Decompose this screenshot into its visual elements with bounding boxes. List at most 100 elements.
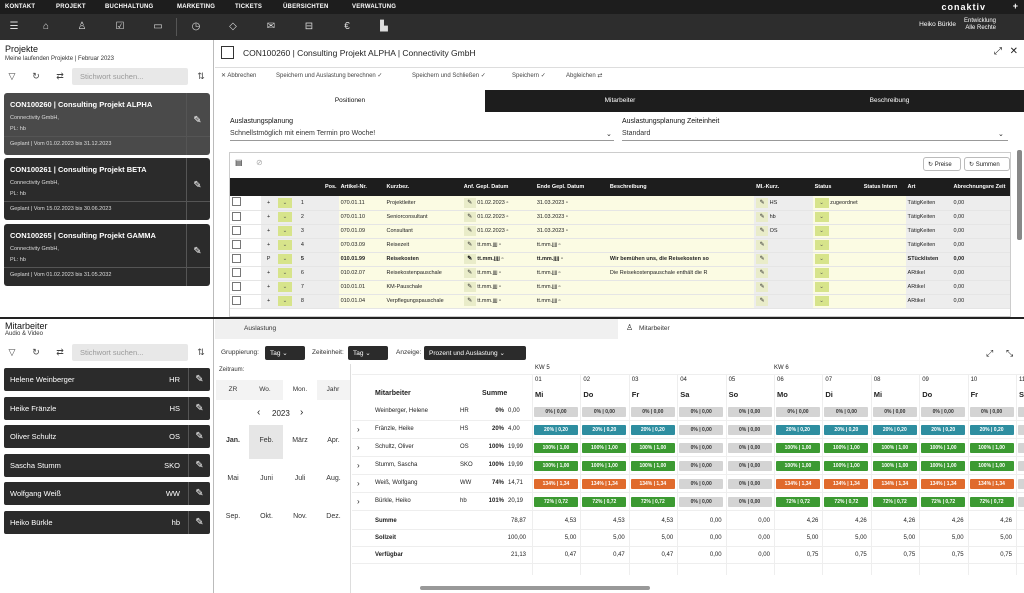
alloc-cell[interactable]: 134% | 1,34 (776, 479, 820, 489)
pencil-icon[interactable]: ✎ (756, 254, 769, 264)
staff-search-input[interactable]: Stichwort suchen... (72, 344, 188, 361)
row-checkbox[interactable] (232, 267, 241, 277)
status-cell[interactable]: zugeordnet (830, 199, 858, 206)
tab-mitarbeiter-bottom[interactable] (618, 319, 1024, 339)
pencil-icon[interactable]: ✎ (756, 240, 769, 250)
ende-cell[interactable]: tt.mm.jjjj (536, 270, 558, 276)
edit-icon[interactable]: ✎ (186, 158, 208, 220)
alloc-cell[interactable]: 100% | 1,00 (824, 443, 869, 453)
nav-kontakt[interactable]: KONTAKT (5, 4, 36, 10)
alloc-cell[interactable]: 134% | 1,34 (534, 479, 578, 489)
chevron-down-icon[interactable]: ⌄ (277, 212, 292, 222)
alloc-cell[interactable]: 0% | 0,00 (1018, 425, 1024, 435)
beschreibung-cell[interactable]: Wir bemühen uns, die Reisekosten so (607, 252, 755, 267)
euro-icon[interactable]: € (344, 21, 350, 32)
alloc-cell[interactable]: 0% | 0,00 (1018, 443, 1024, 453)
anf-cell[interactable]: 01.02.2023 (477, 214, 505, 220)
month-cell[interactable]: Nov. (293, 513, 307, 520)
alloc-cell[interactable]: 100% | 1,00 (534, 443, 578, 453)
month-cell[interactable]: Okt. (260, 513, 273, 520)
alloc-cell[interactable]: 72% | 0,72 (534, 497, 578, 507)
alloc-cell[interactable]: 72% | 0,72 (582, 497, 627, 507)
chevron-right-icon[interactable]: › (357, 461, 360, 470)
tab-beschreibung[interactable]: Beschreibung (755, 90, 1024, 112)
alloc-cell[interactable]: 134% | 1,34 (969, 479, 1014, 489)
alloc-cell[interactable]: 0% | 0,00 (727, 461, 772, 471)
add-icon[interactable]: + (1012, 1, 1018, 11)
prev-icon[interactable]: ‹ (257, 407, 261, 418)
alloc-cell[interactable]: 20% | 0,20 (872, 425, 917, 435)
tag-icon[interactable]: ◇ (229, 21, 237, 32)
prices-button[interactable]: ↻ Preise (923, 157, 961, 171)
pencil-icon[interactable]: ✎ (756, 296, 769, 306)
tab-positionen[interactable]: Positionen (215, 90, 485, 112)
beschreibung-cell[interactable] (607, 294, 755, 309)
artikel-cell[interactable]: 070.03.09 (338, 238, 385, 253)
alloc-cell[interactable]: 0% | 0,00 (824, 407, 869, 417)
ende-cell[interactable]: tt.mm.jjjj (536, 298, 558, 304)
ende-cell[interactable]: 31.03.2023 (536, 214, 565, 220)
staff-card[interactable]: Sascha Stumm SKO ✎ (4, 453, 210, 477)
expand-icon[interactable]: ⤢ (994, 46, 1002, 57)
nav-tickets[interactable]: TICKETS (235, 4, 263, 10)
artikel-cell[interactable]: 070.01.11 (338, 196, 385, 211)
alloc-cell[interactable]: 20% | 0,20 (582, 425, 627, 435)
month-cell[interactable]: Aug. (326, 475, 341, 482)
edit-icon[interactable]: ✎ (188, 510, 210, 534)
alloc-cell[interactable]: 100% | 1,00 (969, 461, 1014, 471)
table-row[interactable]: + ⌄ 4 070.03.09 Reisezeit ✎ tt.mm.jjjj ▫… (230, 238, 1010, 253)
table-row[interactable]: + ⌄ 7 010.01.01 KM-Pauschale ✎ tt.mm.jjj… (230, 280, 1010, 295)
artikel-cell[interactable]: 070.01.10 (338, 210, 385, 225)
alloc-cell[interactable]: 0% | 0,00 (727, 497, 772, 507)
chevron-down-icon[interactable]: ⌄ (998, 131, 1004, 138)
chevron-down-icon[interactable]: ⌄ (606, 131, 612, 138)
beschreibung-cell[interactable] (607, 224, 755, 239)
table-row[interactable]: P ⌄ 5 010.01.99 Reisekosten ✎ tt.mm.jjjj… (230, 252, 1010, 267)
project-card[interactable]: CON100265 | Consulting Projekt GAMMA Con… (4, 224, 210, 286)
artikel-cell[interactable]: 010.01.99 (338, 252, 385, 267)
alloc-cell[interactable]: 72% | 0,72 (824, 497, 869, 507)
anf-cell[interactable]: tt.mm.jjjj (477, 298, 498, 304)
pencil-icon[interactable]: ✎ (756, 226, 769, 236)
alloc-cell[interactable]: 100% | 1,00 (824, 461, 869, 471)
alloc-cell[interactable]: 0% | 0,00 (727, 407, 772, 417)
resource-row[interactable] (352, 493, 1024, 511)
resource-row[interactable] (352, 403, 1024, 421)
month-cell[interactable]: März (292, 437, 308, 444)
alloc-cell[interactable]: 0% | 0,00 (872, 407, 917, 417)
save-calc-button[interactable]: Speichern und Auslastung berechnen ✓ (276, 73, 383, 79)
chevron-down-icon[interactable]: ⌄ (814, 212, 829, 222)
edit-icon[interactable]: ✎ (188, 425, 210, 448)
alloc-cell[interactable]: 0% | 0,00 (727, 425, 772, 435)
alloc-cell[interactable]: 0% | 0,00 (727, 479, 772, 489)
zeit-select[interactable]: Standard (622, 130, 651, 137)
filter-icon[interactable]: ▽ (8, 71, 16, 81)
col-mikurz[interactable]: MI.-Kurz. (754, 178, 813, 196)
alloc-cell[interactable]: 134% | 1,34 (921, 479, 966, 489)
sync-button[interactable]: Abgleichen ⇄ (566, 73, 603, 79)
save-button[interactable]: Speichern ✓ (512, 73, 546, 79)
alloc-cell[interactable]: 100% | 1,00 (630, 443, 675, 453)
alloc-cell[interactable]: 0% | 0,00 (727, 443, 772, 453)
ende-cell[interactable]: 31.03.2023 (536, 199, 565, 206)
month-cell[interactable]: Jan. (225, 437, 240, 444)
alloc-cell[interactable]: 72% | 0,72 (872, 497, 917, 507)
alloc-cell[interactable]: 0% | 0,00 (582, 407, 627, 417)
alloc-cell[interactable]: 0% | 0,00 (679, 461, 724, 471)
projects-search-input[interactable]: Stichwort suchen... (72, 68, 188, 85)
alloc-cell[interactable]: 20% | 0,20 (824, 425, 869, 435)
chevron-right-icon[interactable]: › (357, 497, 360, 506)
table-row[interactable]: + ⌄ 8 010.01.04 Verpflegungspauschale ✎ … (230, 294, 1010, 309)
row-checkbox[interactable] (232, 225, 241, 235)
chevron-right-icon[interactable]: › (357, 479, 360, 488)
resource-row[interactable] (352, 439, 1024, 457)
filter-icon[interactable]: ▽ (8, 347, 16, 357)
chevron-down-icon[interactable]: ⌄ (277, 296, 292, 306)
artikel-cell[interactable]: 070.01.09 (338, 224, 385, 239)
month-cell[interactable]: Mai (227, 475, 239, 482)
row-checkbox[interactable] (232, 253, 241, 263)
col-status-intern[interactable]: Status Intern (861, 178, 906, 196)
beschreibung-cell[interactable]: Die Reisekostenpauschale enthält die R (607, 266, 755, 281)
nav-marketing[interactable]: MARKETING (177, 4, 216, 10)
ende-cell[interactable]: tt.mm.jjjj (536, 256, 560, 262)
